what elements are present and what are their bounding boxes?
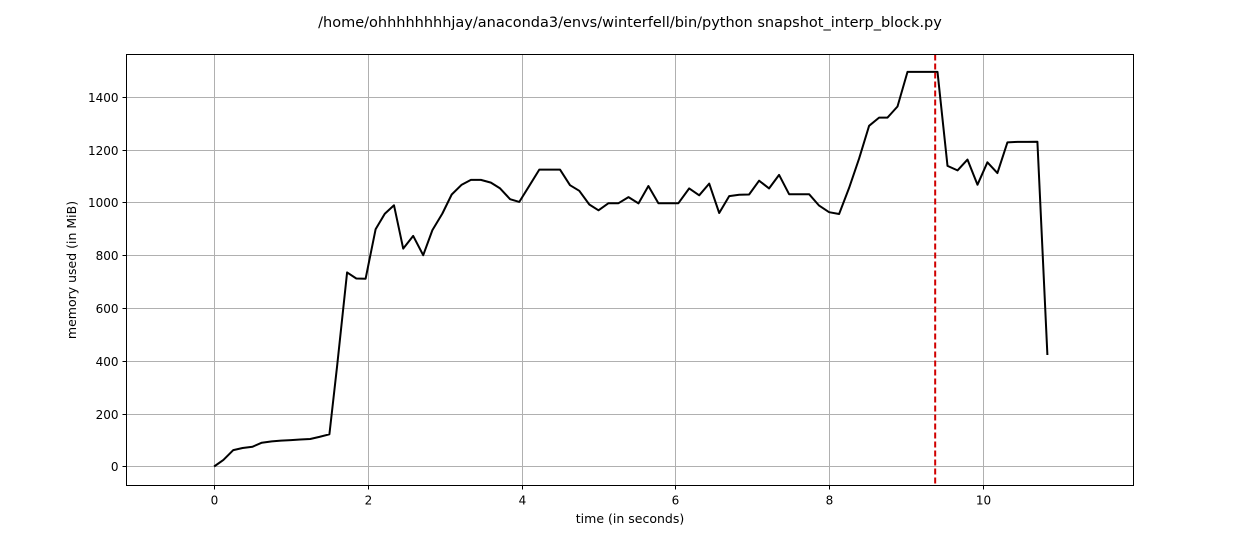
y-tick-label: 1000: [88, 196, 119, 210]
series-layer: [213, 54, 1049, 486]
x-tick-label: 0: [211, 494, 219, 508]
y-tick-label: 1200: [88, 144, 119, 158]
y-tick-label: 200: [96, 408, 119, 422]
x-axis-label: time (in seconds): [576, 511, 684, 526]
grid-lines: [126, 54, 1134, 486]
plot-area-frame: [126, 54, 1134, 486]
x-tick-label: 2: [365, 494, 373, 508]
y-tick-label: 400: [96, 355, 119, 369]
y-tick-label: 0: [111, 460, 119, 474]
y-axis-label: memory used (in MiB): [64, 201, 79, 339]
x-tick-label: 8: [826, 494, 834, 508]
y-tick-label: 800: [96, 249, 119, 263]
axis-ticks: 0 2 4 6 8 10 0 200 400 600 800 1000 1200 1400: [88, 91, 991, 508]
x-tick-label: 6: [672, 494, 680, 508]
x-tick-label: 4: [519, 494, 527, 508]
x-tick-label: 10: [976, 494, 991, 508]
y-tick-label: 600: [96, 302, 119, 316]
y-tick-label: 1400: [88, 91, 119, 105]
memory-series-line: [213, 70, 1049, 468]
chart-title: /home/ohhhhhhhhjay/anaconda3/envs/winter…: [318, 15, 942, 31]
